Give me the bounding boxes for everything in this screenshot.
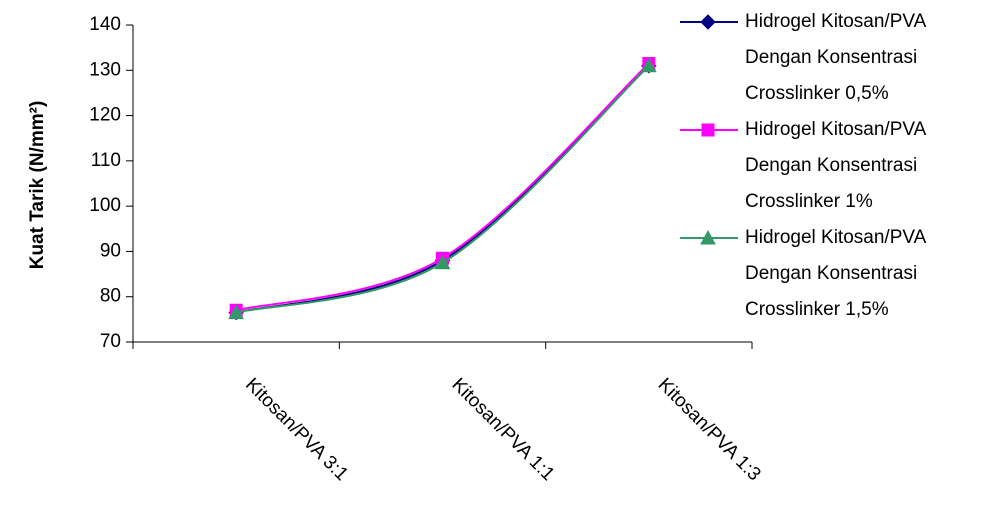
y-tick-label: 120 (89, 105, 121, 126)
legend-label: Hidrogel Kitosan/PVA Dengan Konsentrasi … (745, 11, 926, 104)
x-tick-label: Kitosan/PVA 3:1 (241, 374, 352, 485)
data-point (434, 254, 451, 270)
series-line (235, 65, 650, 314)
y-axis-label: Kuat Tarik (N/mm²) (27, 101, 48, 270)
legend-marker (700, 229, 716, 245)
y-tick-label: 100 (89, 195, 121, 216)
y-tick-label: 90 (100, 240, 121, 261)
x-tick-label: Kitosan/PVA 1:3 (654, 374, 765, 485)
y-tick-label: 80 (100, 286, 121, 307)
legend-label: Hidrogel Kitosan/PVA Dengan Konsentrasi … (745, 227, 926, 320)
series-line (235, 62, 650, 312)
legend-label: Hidrogel Kitosan/PVA Dengan Konsentrasi … (745, 119, 926, 212)
y-tick-label: 130 (89, 59, 121, 80)
legend-marker (701, 123, 715, 137)
y-tick-label: 70 (100, 331, 121, 352)
data-point (228, 304, 245, 320)
legend-marker (700, 14, 716, 30)
y-tick-label: 110 (91, 150, 121, 171)
series-line (235, 65, 650, 314)
x-tick-label: Kitosan/PVA 1:1 (447, 374, 558, 485)
data-point (640, 57, 657, 73)
y-tick-label: 140 (89, 14, 121, 35)
